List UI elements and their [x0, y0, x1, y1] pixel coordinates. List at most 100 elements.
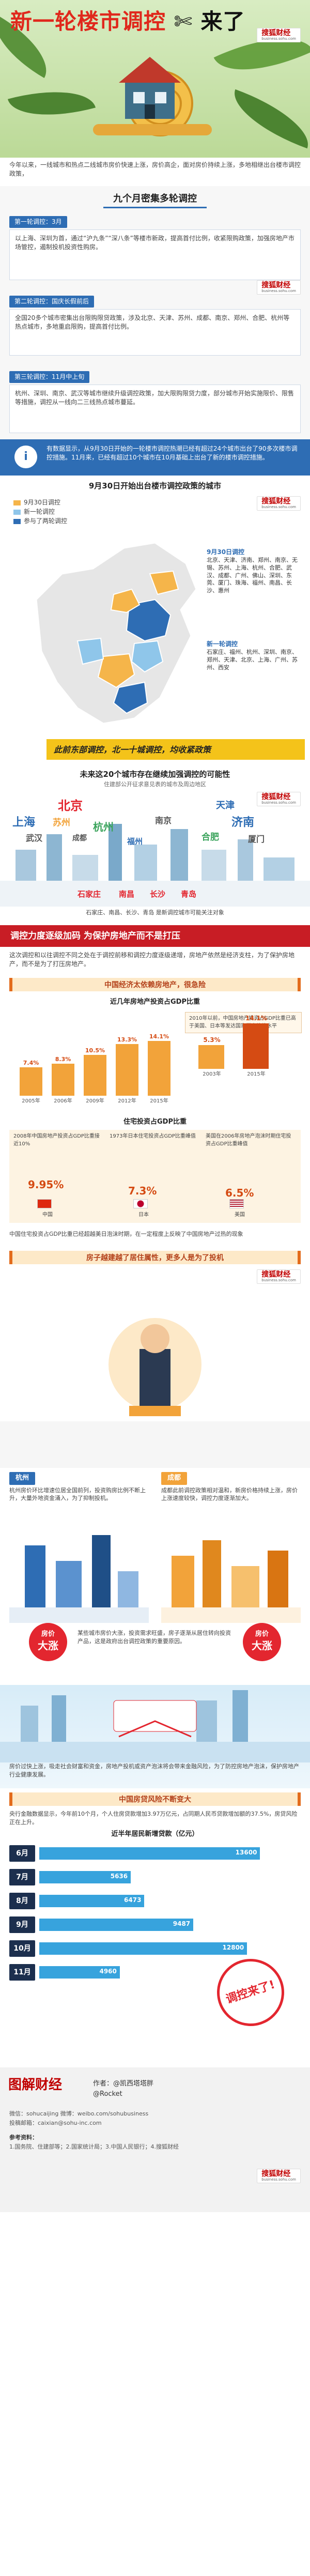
loan-month-label: 7月	[9, 1869, 35, 1885]
hero-section: 新一轮楼市调控 ✄ 来了 搜狐财经 business.sohu.com 今年以来，…	[0, 0, 310, 186]
city-label: 天津	[216, 800, 235, 811]
city-label: 合肥	[202, 832, 219, 842]
bar-2003	[198, 1045, 224, 1069]
chengdu-buildings	[161, 1540, 301, 1623]
author-credit: 作者：@凯西塔塔胖	[93, 2080, 154, 2088]
loan-value-label: 5636	[110, 1873, 128, 1880]
loan-value-label: 13600	[235, 1849, 257, 1856]
legend-item: 新一轮调控	[13, 508, 55, 516]
chengdu-note: 成都此前调控政策相对温和，新房价格持续上涨，房价上涨速度较快，调控力度逐渐加大。	[161, 1487, 298, 1502]
legend-swatch	[13, 509, 21, 515]
city-label: 杭州	[93, 821, 114, 833]
wealth-caption: 房价过快上涨，吸走社会财富和资金，房地产投机或资产泡沫将会带来金融风险，为了防控…	[9, 1763, 299, 1778]
value-2015: 14.1%	[245, 1015, 267, 1022]
loan-bar	[39, 1942, 247, 1955]
map-title: 9月30日开始出台楼市调控政策的城市	[88, 481, 222, 490]
loans-intro: 央行金融数据显示，今年前10个月，个人住房贷款增加3.97万亿元，占同期人民币贷…	[9, 1811, 298, 1826]
price-rise-badge: 房价 大涨	[243, 1623, 281, 1661]
label-china: 中国	[42, 1212, 53, 1218]
cityscape-illustration	[0, 1690, 310, 1762]
city-label: 长沙	[150, 890, 166, 899]
loan-value-label: 9487	[173, 1920, 191, 1927]
round-1-label: 第一轮调控：3月	[9, 216, 67, 228]
bar-value-label: 14.1%	[149, 1033, 169, 1040]
investor-illustration	[0, 1318, 310, 1468]
city-label: 武汉	[26, 833, 43, 843]
bar-2015	[243, 1023, 269, 1069]
loan-month-label: 6月	[9, 1845, 35, 1862]
gdp-bar-chart: 7.4% 2005年 8.3% 2006年 10.5% 2009年 13.3% 2012年 14…	[0, 1008, 181, 1111]
bar	[116, 1044, 138, 1096]
comparison-note: 2010年以前，中国房地产投资占GDP比重已高于美国、日本等发达国家历史峰值水平	[185, 1012, 302, 1033]
footer-line: 投稿邮箱：caixian@sohu-inc.com	[9, 2120, 102, 2126]
summary-banner: i 有数据显示，从9月30日开始的一轮楼市调控热潮已经有超过24个城市出台了90…	[0, 439, 310, 476]
intro-text: 今年以来，一线城市和热点二线城市房价快速上涨，房价高企，面对房价持续上涨，多地相…	[0, 158, 310, 186]
compare-note-japan: 1973年日本住宅投资占GDP比重峰值	[110, 1133, 196, 1139]
title-underline	[103, 207, 207, 208]
bar	[52, 1063, 74, 1096]
loan-month-label: 8月	[9, 1893, 35, 1909]
round-2-label: 第二轮调控：国庆长假前后	[9, 296, 95, 308]
loans-section: 中国房贷风险不断变大 央行金融数据显示，今年前10个月，个人住房贷款增加3.97…	[0, 1788, 310, 2067]
footer-logo: 图解财经	[8, 2077, 63, 2093]
city-label: 上海	[12, 816, 36, 829]
bar-value-label: 7.4%	[23, 1059, 39, 1066]
regulation-section: 调控力度逐级加码 为保护房地产而不是打压 这次调控和以往调控不同之处在于调控前移…	[0, 925, 310, 1468]
footer-line: 微信：sohucaijing 微博：weibo.com/sohubusiness	[9, 2110, 149, 2117]
legend-swatch	[13, 500, 21, 505]
comparison-panel	[9, 1130, 301, 1223]
map-banner: 此前东部调控，北一十城调控，均收紧政策	[47, 739, 305, 760]
compare-note-china: 2008年中国房地产投资占GDP比重接近10%	[13, 1133, 100, 1147]
loan-month-label: 9月	[9, 1916, 35, 1933]
city-label: 石家庄	[78, 890, 101, 899]
regulation-intro: 这次调控和以往调控不同之处在于调控前移和调控力度逐级递增，房地产依然是经济支柱，…	[9, 952, 295, 968]
loan-bar	[39, 1895, 145, 1907]
ribbon-heading: 中国房贷风险不断变大	[9, 1792, 301, 1806]
hangzhou-buildings	[9, 1535, 149, 1623]
note-930: 9月30日调控 北京、天津、济南、郑州、南京、无锡、苏州、上海、杭州、合肥、武汉、…	[207, 548, 298, 594]
loan-row: 9月 9487	[0, 1913, 310, 1936]
title-prefix: 新一轮楼市调控	[10, 9, 166, 34]
city-label: 苏州	[53, 818, 70, 828]
loan-bar	[39, 1847, 260, 1860]
bar	[84, 1055, 106, 1096]
loan-bar	[39, 1919, 194, 1931]
legend-swatch	[13, 518, 21, 524]
loan-row: 6月 13600	[0, 1842, 310, 1865]
value-japan: 7.3%	[128, 1185, 157, 1197]
price-rise-badge: 房价 大涨	[29, 1623, 67, 1661]
loan-bar-chart: 6月 13600 7月 5636 8月 6473 9月 9487 10月 12800 11月 4960	[0, 1842, 310, 1987]
city-label: 南昌	[119, 890, 135, 899]
label-usa: 美国	[235, 1212, 245, 1218]
footer-line: 参考资料：	[9, 2134, 38, 2141]
city-label: 厦门	[248, 834, 265, 844]
value-china: 9.95%	[28, 1178, 64, 1191]
bar	[148, 1041, 171, 1096]
year-2003: 2003年	[203, 1071, 221, 1077]
china-map	[35, 542, 197, 725]
cities-section: 未来这20个城市存在继续加强调控的可能性 住建部公开征求意见表的城市及周边地区 …	[0, 765, 310, 925]
bar-category-label: 2009年	[86, 1098, 104, 1104]
loan-value-label: 6473	[124, 1896, 142, 1904]
value-usa: 6.5%	[225, 1187, 254, 1199]
city-label: 福州	[127, 837, 143, 846]
compare-caption: 中国住宅投资占GDP比重已经超越美日泡沫时期，在一定程度上反映了中国房地产过热的…	[9, 1231, 243, 1237]
skyline-illustration	[0, 824, 310, 907]
round-2-text: 全国20多个城市密集出台限购限贷政策，涉及北京、天津、苏州、成都、南京、郑州、合…	[9, 309, 301, 356]
info-icon: i	[14, 446, 37, 468]
loan-month-label: 10月	[9, 1940, 35, 1957]
legend-item: 9月30日调控	[13, 498, 60, 507]
city-label: 北京	[58, 799, 83, 813]
map-section: 9月30日开始出台楼市调控政策的城市 搜狐财经 business.sohu.com…	[0, 476, 310, 765]
chart-title: 近几年房地产投资占GDP比重	[110, 998, 200, 1006]
chart-title: 近半年居民新增贷款（亿元）	[111, 1830, 199, 1838]
value-2003: 5.3%	[203, 1036, 221, 1044]
round-3-text: 杭州、深圳、南京、武汉等城市继续升级调控政策，加大限购限贷力度，部分城市开始实施…	[9, 385, 301, 433]
tag-chengdu: 成都	[161, 1472, 188, 1485]
bar-category-label: 2015年	[150, 1098, 168, 1104]
brand-logo: 搜狐财经 business.sohu.com	[257, 496, 301, 511]
brand-logo: 搜狐财经 business.sohu.com	[257, 28, 301, 43]
loan-row: 10月 12800	[0, 1937, 310, 1960]
japan-flag-icon	[133, 1199, 148, 1208]
